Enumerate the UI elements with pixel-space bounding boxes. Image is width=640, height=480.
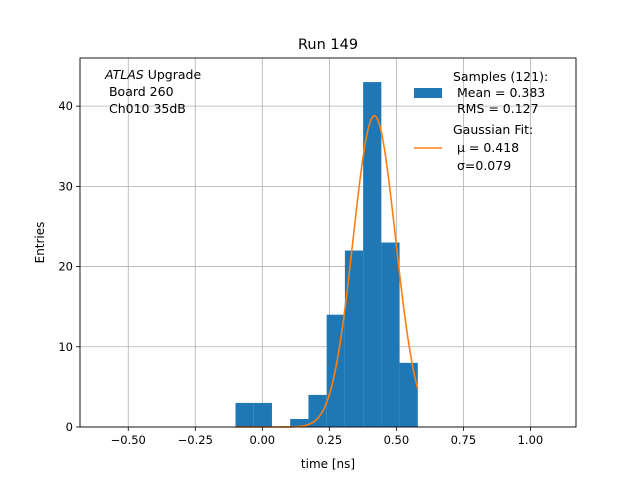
annotation-line-1: ATLAS Upgrade <box>104 67 201 82</box>
x-axis-label: time [ns] <box>301 457 355 471</box>
histogram-bar <box>399 362 418 427</box>
y-tick-label: 20 <box>58 260 73 274</box>
y-tick-label: 40 <box>58 99 73 113</box>
legend-samples-line-1: Samples (121): <box>453 69 548 84</box>
atlas-annotation: ATLAS Upgrade Board 260 Ch010 35dB <box>104 67 201 116</box>
annotation-atlas: ATLAS <box>104 67 144 82</box>
legend-fit-line-1: Gaussian Fit: <box>453 122 533 137</box>
histogram-bar <box>253 402 272 427</box>
histogram-bar <box>381 242 400 427</box>
histogram-bars <box>235 82 418 427</box>
histogram-bar <box>363 82 382 427</box>
legend-swatch-samples <box>414 88 442 98</box>
y-axis-ticks: 0 10 20 30 40 <box>58 99 80 434</box>
y-tick-label: 30 <box>58 179 73 193</box>
legend-fit-line-3: σ=0.079 <box>453 158 511 173</box>
legend-fit-line-2: μ = 0.418 <box>453 140 519 155</box>
plot-frame <box>79 57 577 428</box>
y-axis-label: Entries <box>33 222 47 264</box>
x-tick-label: 0.50 <box>384 433 410 447</box>
annotation-line-3: Ch010 35dB <box>105 101 186 116</box>
x-tick-label: 0.75 <box>451 433 477 447</box>
annotation-upgrade: Upgrade <box>144 67 202 82</box>
x-tick-label: −0.25 <box>178 433 213 447</box>
x-tick-label: 0.25 <box>317 433 343 447</box>
legend-samples-line-3: RMS = 0.127 <box>453 101 539 116</box>
x-tick-label: 1.00 <box>518 433 544 447</box>
x-tick-label: 0.00 <box>250 433 276 447</box>
legend: Samples (121): Mean = 0.383 RMS = 0.127 … <box>414 69 548 173</box>
legend-samples-line-2: Mean = 0.383 <box>453 85 545 100</box>
histogram-bar <box>235 402 254 427</box>
y-tick-label: 0 <box>66 420 73 434</box>
histogram-bar <box>344 250 364 427</box>
chart-title: Run 149 <box>298 37 358 53</box>
annotation-line-2: Board 260 <box>105 84 174 99</box>
histogram-bar <box>290 418 309 427</box>
x-tick-label: −0.50 <box>111 433 146 447</box>
histogram-bar <box>308 394 327 427</box>
x-axis-ticks: −0.50 −0.25 0.00 0.25 0.50 0.75 1.00 <box>111 427 544 447</box>
y-tick-label: 10 <box>58 340 73 354</box>
